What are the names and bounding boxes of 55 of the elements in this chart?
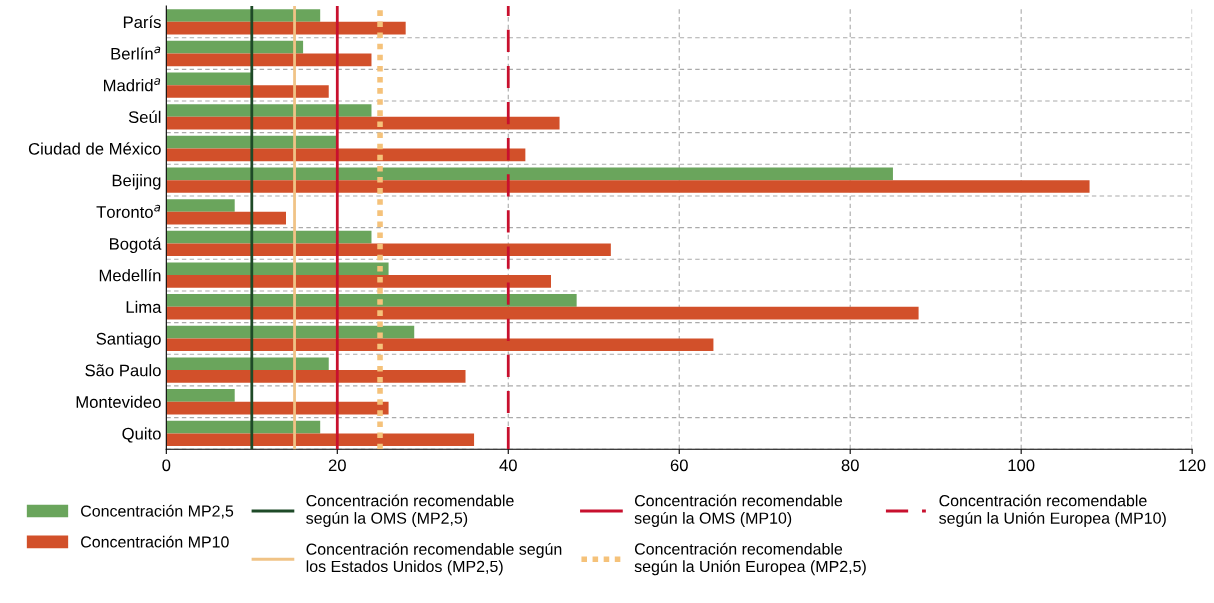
bar bbox=[166, 230, 372, 244]
bar bbox=[166, 167, 893, 181]
bar bbox=[166, 53, 372, 67]
y-tick-label: Berlín$^{a}$ bbox=[111, 46, 161, 60]
y-tick-label: Lima bbox=[126, 300, 162, 313]
y-tick-label: París bbox=[123, 15, 161, 29]
y-tick-label: Medellín bbox=[99, 268, 161, 282]
legend-label: Concentración recomendable según la OMS (MP2,5) bbox=[306, 494, 514, 527]
bar bbox=[166, 85, 329, 98]
bar bbox=[166, 40, 304, 54]
bar bbox=[166, 148, 526, 162]
bar bbox=[166, 9, 321, 22]
bar bbox=[166, 294, 577, 307]
legend-label: Concentración recomendable según los Estados Unidos (MP2,5) bbox=[306, 542, 562, 576]
bar bbox=[166, 275, 551, 288]
bar bbox=[166, 370, 466, 383]
y-tick-label: Montevideo bbox=[76, 395, 161, 408]
y-tick-label: Quito bbox=[122, 427, 161, 443]
bar bbox=[166, 325, 415, 339]
x-tick-label: 80 bbox=[841, 459, 859, 472]
y-tick-label: Toronto$^{a}$ bbox=[96, 204, 161, 218]
y-tick-label: Ciudad de México bbox=[28, 142, 161, 155]
bar bbox=[166, 357, 329, 371]
y-tick-label: Seúl bbox=[128, 110, 161, 124]
x-tick-label: 100 bbox=[1008, 459, 1035, 472]
bar bbox=[166, 211, 286, 225]
y-tick-label: Madrid$^{a}$ bbox=[103, 78, 161, 92]
legend-label: Concentración recomendable según la OMS (MP10) bbox=[634, 494, 843, 527]
bar bbox=[166, 180, 1090, 193]
y-tick-label: Santiago bbox=[96, 332, 161, 348]
y-tick-label: Beijing bbox=[112, 174, 161, 190]
bar bbox=[166, 199, 235, 212]
legend-label: Concentración MP10 bbox=[81, 535, 229, 548]
bar bbox=[166, 389, 235, 402]
bar bbox=[166, 433, 475, 447]
y-tick-label: São Paulo bbox=[85, 364, 161, 377]
bar bbox=[166, 262, 389, 276]
x-tick-label: 20 bbox=[328, 459, 346, 472]
bar bbox=[166, 306, 919, 320]
bar bbox=[166, 243, 611, 257]
bar bbox=[166, 72, 252, 86]
y-tick-label: Bogotá bbox=[110, 237, 162, 254]
x-tick-label: 0 bbox=[162, 459, 171, 472]
bar bbox=[166, 338, 714, 352]
bar bbox=[166, 116, 560, 130]
legend-label: Concentración MP2,5 bbox=[81, 504, 234, 519]
legend-label: Concentración recomendable según la Unión Europea (MP2,5) bbox=[634, 542, 866, 576]
x-tick-label: 40 bbox=[499, 459, 517, 472]
bar bbox=[166, 135, 338, 149]
legend-label: Concentración recomendable según la Unión Europea (MP10) bbox=[939, 494, 1166, 527]
x-tick-label: 120 bbox=[1179, 459, 1206, 472]
bar bbox=[166, 420, 321, 434]
bar bbox=[166, 21, 406, 35]
x-tick-label: 60 bbox=[670, 459, 688, 472]
bar bbox=[166, 104, 372, 117]
